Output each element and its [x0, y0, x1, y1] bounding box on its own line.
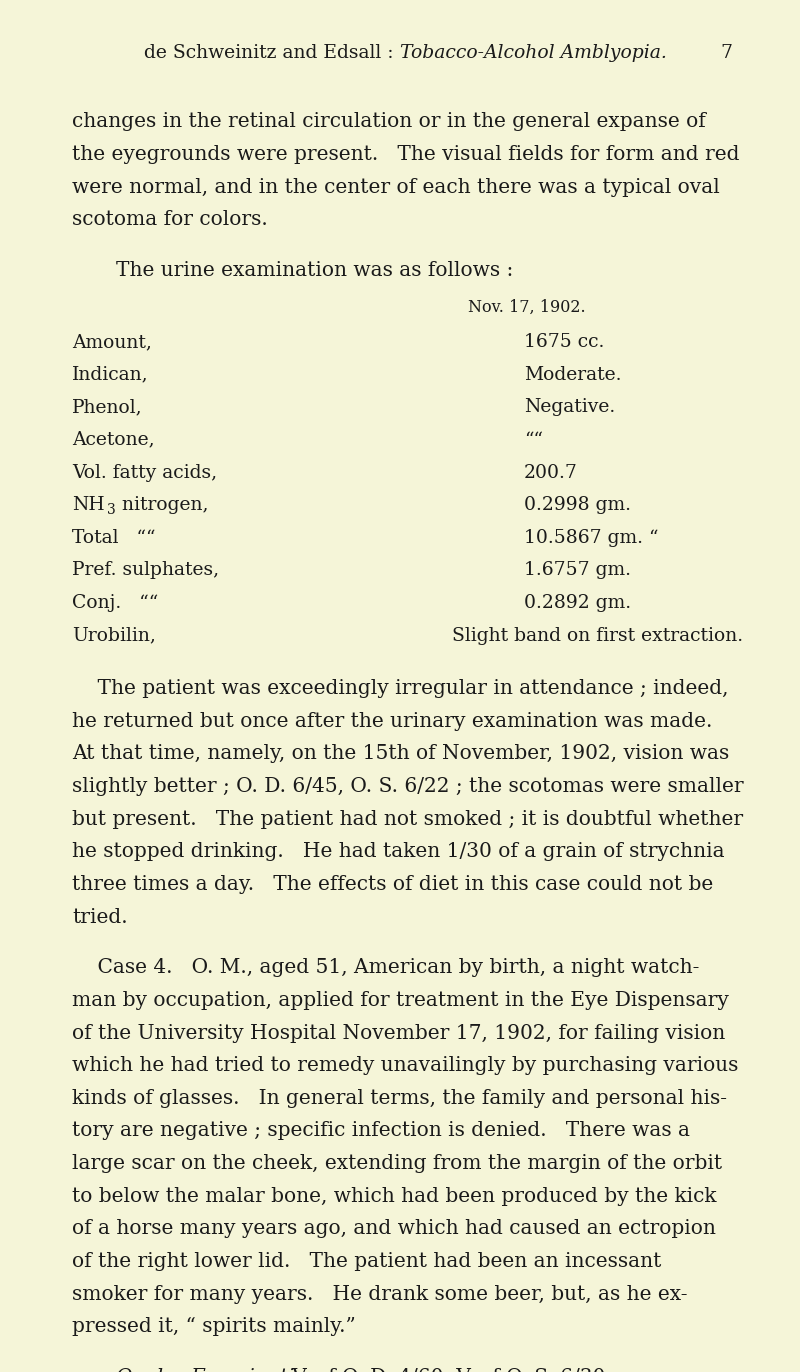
Text: of the University Hospital November 17, 1902, for failing vision: of the University Hospital November 17, … [72, 1024, 726, 1043]
Text: Nov. 17, 1902.: Nov. 17, 1902. [468, 299, 586, 316]
Text: slightly better ; O. D. 6/45, O. S. 6/22 ; the scotomas were smaller: slightly better ; O. D. 6/45, O. S. 6/22… [72, 777, 744, 796]
Text: three times a day.   The effects of diet in this case could not be: three times a day. The effects of diet i… [72, 875, 714, 895]
Text: tory are negative ; specific infection is denied.   There was a: tory are negative ; specific infection i… [72, 1121, 690, 1140]
Text: —V. of O. D. 4/60, V. of O. S. 6/30,: —V. of O. D. 4/60, V. of O. S. 6/30, [272, 1368, 612, 1372]
Text: nitrogen,: nitrogen, [116, 497, 209, 514]
Text: Phenol,: Phenol, [72, 398, 142, 416]
Text: tried.: tried. [72, 908, 128, 926]
Text: to below the malar bone, which had been produced by the kick: to below the malar bone, which had been … [72, 1187, 717, 1206]
Text: of the right lower lid.   The patient had been an incessant: of the right lower lid. The patient had … [72, 1253, 662, 1270]
Text: Vol. fatty acids,: Vol. fatty acids, [72, 464, 217, 482]
Text: ““: ““ [524, 431, 543, 449]
Text: Conj.   ““: Conj. ““ [72, 594, 158, 612]
Text: Urobilin,: Urobilin, [72, 627, 156, 645]
Text: pressed it, “ spirits mainly.”: pressed it, “ spirits mainly.” [72, 1317, 356, 1336]
Text: Tobacco-Alcohol Amblyopia.: Tobacco-Alcohol Amblyopia. [400, 44, 667, 62]
Text: man by occupation, applied for treatment in the Eye Dispensary: man by occupation, applied for treatment… [72, 991, 729, 1010]
Text: The urine examination was as follows :: The urine examination was as follows : [116, 261, 514, 280]
Text: The patient was exceedingly irregular in attendance ; indeed,: The patient was exceedingly irregular in… [72, 679, 729, 698]
Text: Amount,: Amount, [72, 333, 152, 351]
Text: but present.   The patient had not smoked ; it is doubtful whether: but present. The patient had not smoked … [72, 809, 743, 829]
Text: 200.7: 200.7 [524, 464, 578, 482]
Text: 0.2998 gm.: 0.2998 gm. [524, 497, 631, 514]
Text: Negative.: Negative. [524, 398, 615, 416]
Text: Slight band on first extraction.: Slight band on first extraction. [452, 627, 743, 645]
Text: NH: NH [72, 497, 105, 514]
Text: de Schweinitz and Edsall :: de Schweinitz and Edsall : [145, 44, 400, 62]
Text: smoker for many years.   He drank some beer, but, as he ex-: smoker for many years. He drank some bee… [72, 1284, 687, 1303]
Text: kinds of glasses.   In general terms, the family and personal his-: kinds of glasses. In general terms, the … [72, 1089, 727, 1107]
Text: he stopped drinking.   He had taken 1/30 of a grain of strychnia: he stopped drinking. He had taken 1/30 o… [72, 842, 725, 862]
Text: At that time, namely, on the 15th of November, 1902, vision was: At that time, namely, on the 15th of Nov… [72, 745, 730, 763]
Text: 10.5867 gm. “: 10.5867 gm. “ [524, 528, 658, 547]
Text: the eyegrounds were present.   The visual fields for form and red: the eyegrounds were present. The visual … [72, 145, 739, 165]
Text: 1675 cc.: 1675 cc. [524, 333, 604, 351]
Text: Moderate.: Moderate. [524, 365, 622, 384]
Text: Acetone,: Acetone, [72, 431, 154, 449]
Text: he returned but once after the urinary examination was made.: he returned but once after the urinary e… [72, 712, 712, 731]
Text: were normal, and in the center of each there was a typical oval: were normal, and in the center of each t… [72, 178, 720, 196]
Text: 7: 7 [720, 44, 732, 62]
Text: Pref. sulphates,: Pref. sulphates, [72, 561, 219, 579]
Text: Case 4.   O. M., aged 51, American by birth, a night watch-: Case 4. O. M., aged 51, American by birt… [72, 958, 699, 977]
Text: which he had tried to remedy unavailingly by purchasing various: which he had tried to remedy unavailingl… [72, 1056, 738, 1076]
Text: large scar on the cheek, extending from the margin of the orbit: large scar on the cheek, extending from … [72, 1154, 722, 1173]
Text: 3: 3 [107, 504, 116, 517]
Text: Indican,: Indican, [72, 365, 149, 384]
Text: 0.2892 gm.: 0.2892 gm. [524, 594, 631, 612]
Text: of a horse many years ago, and which had caused an ectropion: of a horse many years ago, and which had… [72, 1220, 716, 1239]
Text: 1.6757 gm.: 1.6757 gm. [524, 561, 631, 579]
Text: Ocular Examination.: Ocular Examination. [116, 1368, 326, 1372]
Text: changes in the retinal circulation or in the general expanse of: changes in the retinal circulation or in… [72, 113, 706, 132]
Text: Total   ““: Total ““ [72, 528, 155, 547]
Text: scotoma for colors.: scotoma for colors. [72, 210, 268, 229]
